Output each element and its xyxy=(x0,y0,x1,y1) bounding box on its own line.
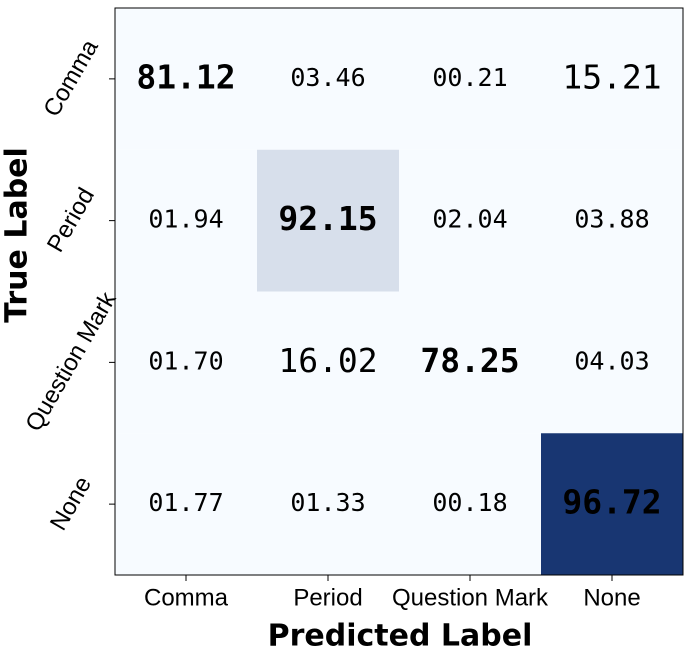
cell-label: 81.12 xyxy=(136,57,235,96)
cell-label: 01.94 xyxy=(148,205,223,234)
heatmap-cell xyxy=(257,291,399,434)
heatmap-cell xyxy=(115,149,257,292)
cell-label: 15.21 xyxy=(562,57,661,96)
heatmap-cell xyxy=(541,8,683,150)
x-tick-label: Question Mark xyxy=(392,584,549,611)
heatmap-cell xyxy=(541,291,683,434)
y-tick-label: None xyxy=(45,472,97,535)
cell-label: 02.04 xyxy=(432,205,507,234)
cell-label: 03.46 xyxy=(290,63,365,92)
heatmap-cell xyxy=(257,149,399,292)
x-tick-label: Comma xyxy=(144,584,229,611)
heatmap-cell xyxy=(541,149,683,292)
heatmap-cell xyxy=(115,8,257,150)
heatmap-cell xyxy=(115,291,257,434)
heatmap-cell xyxy=(257,433,399,575)
cell-label: 96.72 xyxy=(562,483,661,522)
heatmap-cell xyxy=(399,291,541,434)
cell-label: 03.88 xyxy=(574,205,649,234)
cell-label: 01.77 xyxy=(148,488,223,517)
y-tick-label: Comma xyxy=(38,35,104,122)
x-tick-label: Period xyxy=(293,584,362,611)
y-tick-label: Period xyxy=(42,183,100,257)
heatmap-cell xyxy=(115,433,257,575)
cell-label: 01.70 xyxy=(148,346,223,375)
y-axis-label: True Label xyxy=(0,147,35,323)
heatmap-cell xyxy=(541,433,683,575)
heatmap-cell xyxy=(399,8,541,150)
heatmap-cell xyxy=(257,8,399,150)
cell-label: 04.03 xyxy=(574,346,649,375)
plot-frame xyxy=(114,7,684,576)
cell-label: 16.02 xyxy=(278,341,377,380)
heatmap-cell xyxy=(399,149,541,292)
heatmap-cell xyxy=(399,433,541,575)
cell-label: 78.25 xyxy=(420,341,519,380)
cell-label: 00.21 xyxy=(432,63,507,92)
cell-label: 01.33 xyxy=(290,488,365,517)
x-tick-label: None xyxy=(583,584,640,611)
y-tick-label: Question Mark xyxy=(20,287,122,437)
x-axis-label: Predicted Label xyxy=(268,619,533,654)
cell-label: 92.15 xyxy=(278,199,377,238)
cell-label: 00.18 xyxy=(432,488,507,517)
